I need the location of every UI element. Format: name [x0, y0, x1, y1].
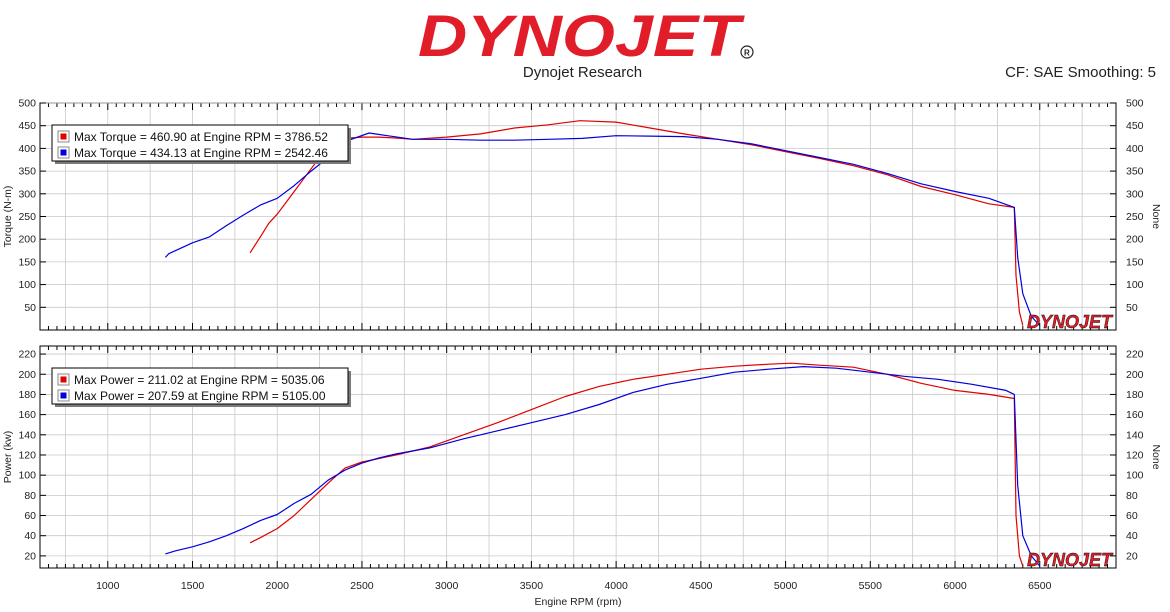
series-line-1 — [249, 362, 1024, 567]
legend-entry: Max Power = 211.02 at Engine RPM = 5035.… — [74, 373, 325, 387]
y-tick-label: 400 — [18, 143, 36, 155]
y2-tick-label: 200 — [1126, 369, 1144, 381]
legend-box — [51, 124, 349, 162]
y2-tick-label: 220 — [1126, 349, 1144, 361]
y2-tick-label: 300 — [1126, 188, 1144, 200]
x-tick-label: 1500 — [181, 580, 205, 592]
y-tick-label: 300 — [18, 188, 36, 200]
y-tick-label: 20 — [24, 550, 36, 562]
x-tick-label: 1000 — [96, 580, 120, 592]
x-tick-label: 5500 — [859, 580, 883, 592]
y2-tick-label: 100 — [1126, 279, 1144, 291]
x-tick-label: 6000 — [943, 580, 967, 592]
y-tick-label: 40 — [24, 530, 36, 542]
svg-text:R: R — [744, 49, 750, 58]
legend: Max Power = 211.02 at Engine RPM = 5035.… — [51, 367, 351, 407]
y2-tick-label: 350 — [1126, 166, 1144, 178]
y2-tick-label: 200 — [1126, 234, 1144, 246]
torque-panel: 50 50 100 100 150 150 200 200 250 250 300 300 350 350… — [2, 98, 1162, 333]
y-axis-title: Torque (N-m) — [2, 186, 14, 248]
y-tick-label: 120 — [18, 449, 36, 461]
y-tick-label: 200 — [18, 369, 36, 381]
legend-entry: Max Torque = 460.90 at Engine RPM = 3786… — [74, 130, 328, 144]
dynojet-logo: DYNOJET R — [418, 6, 754, 64]
y-tick-label: 250 — [18, 211, 36, 223]
series-line-2 — [165, 366, 1041, 567]
correction-info: CF: SAE Smoothing: 5 — [1005, 64, 1156, 81]
y-tick-label: 100 — [18, 470, 36, 482]
y-tick-label: 160 — [18, 409, 36, 421]
legend-swatch — [60, 392, 67, 399]
y-tick-label: 140 — [18, 429, 36, 441]
y2-tick-label: 180 — [1126, 389, 1144, 401]
y-axis-title: Power (kw) — [2, 431, 14, 484]
x-tick-label: 6500 — [1028, 580, 1052, 592]
y2-tick-label: 100 — [1126, 470, 1144, 482]
y2-tick-label: 60 — [1126, 510, 1138, 522]
y-tick-label: 150 — [18, 256, 36, 268]
y2-tick-label: 40 — [1126, 530, 1138, 542]
y2-tick-label: 120 — [1126, 449, 1144, 461]
x-axis-title: Engine RPM (rpm) — [535, 596, 622, 608]
dynojet-watermark: DYNOJET — [1027, 550, 1114, 570]
y2-axis-title: None — [1150, 444, 1162, 469]
y2-tick-label: 160 — [1126, 409, 1144, 421]
y-tick-label: 50 — [24, 302, 36, 314]
series-line-2 — [164, 132, 1041, 326]
legend-swatch — [60, 376, 67, 383]
y2-tick-label: 140 — [1126, 429, 1144, 441]
y-tick-label: 60 — [24, 510, 36, 522]
legend: Max Torque = 460.90 at Engine RPM = 3786… — [51, 124, 351, 164]
x-tick-label: 3500 — [520, 580, 544, 592]
y-tick-label: 200 — [18, 234, 36, 246]
y2-tick-label: 250 — [1126, 211, 1144, 223]
legend-entry: Max Torque = 434.13 at Engine RPM = 2542… — [74, 146, 328, 160]
y2-tick-label: 500 — [1126, 98, 1144, 110]
y2-tick-label: 50 — [1126, 302, 1138, 314]
dynojet-watermark: DYNOJET — [1027, 312, 1114, 332]
dynojet-logo-text: DYNOJET — [418, 6, 745, 64]
y-tick-label: 500 — [18, 98, 36, 110]
y-tick-label: 180 — [18, 389, 36, 401]
y-tick-label: 80 — [24, 490, 36, 502]
legend-swatch — [60, 149, 67, 156]
x-tick-label: 2000 — [266, 580, 290, 592]
y-tick-label: 220 — [18, 349, 36, 361]
y-tick-label: 100 — [18, 279, 36, 291]
subtitle: Dynojet Research — [522, 64, 643, 81]
y2-tick-label: 20 — [1126, 550, 1138, 562]
y2-tick-label: 400 — [1126, 143, 1144, 155]
y2-tick-label: 80 — [1126, 490, 1138, 502]
series-line-1 — [249, 120, 1024, 326]
y2-tick-label: 450 — [1126, 120, 1144, 132]
x-tick-label: 5000 — [774, 580, 798, 592]
legend-entry: Max Power = 207.59 at Engine RPM = 5105.… — [74, 389, 326, 403]
x-tick-label: 4000 — [604, 580, 628, 592]
x-tick-label: 2500 — [350, 580, 374, 592]
registered-icon — [740, 45, 754, 59]
legend-box — [51, 367, 349, 405]
y2-axis-title: None — [1150, 204, 1162, 229]
y-tick-label: 450 — [18, 120, 36, 132]
y-tick-label: 350 — [18, 166, 36, 178]
x-tick-label: 4500 — [689, 580, 713, 592]
y2-tick-label: 150 — [1126, 256, 1144, 268]
legend-swatch — [60, 133, 67, 140]
power-panel: 20 20 40 40 60 60 80 80 100 100 120 120 140 140 160 160… — [2, 345, 1162, 608]
x-tick-label: 3000 — [435, 580, 459, 592]
